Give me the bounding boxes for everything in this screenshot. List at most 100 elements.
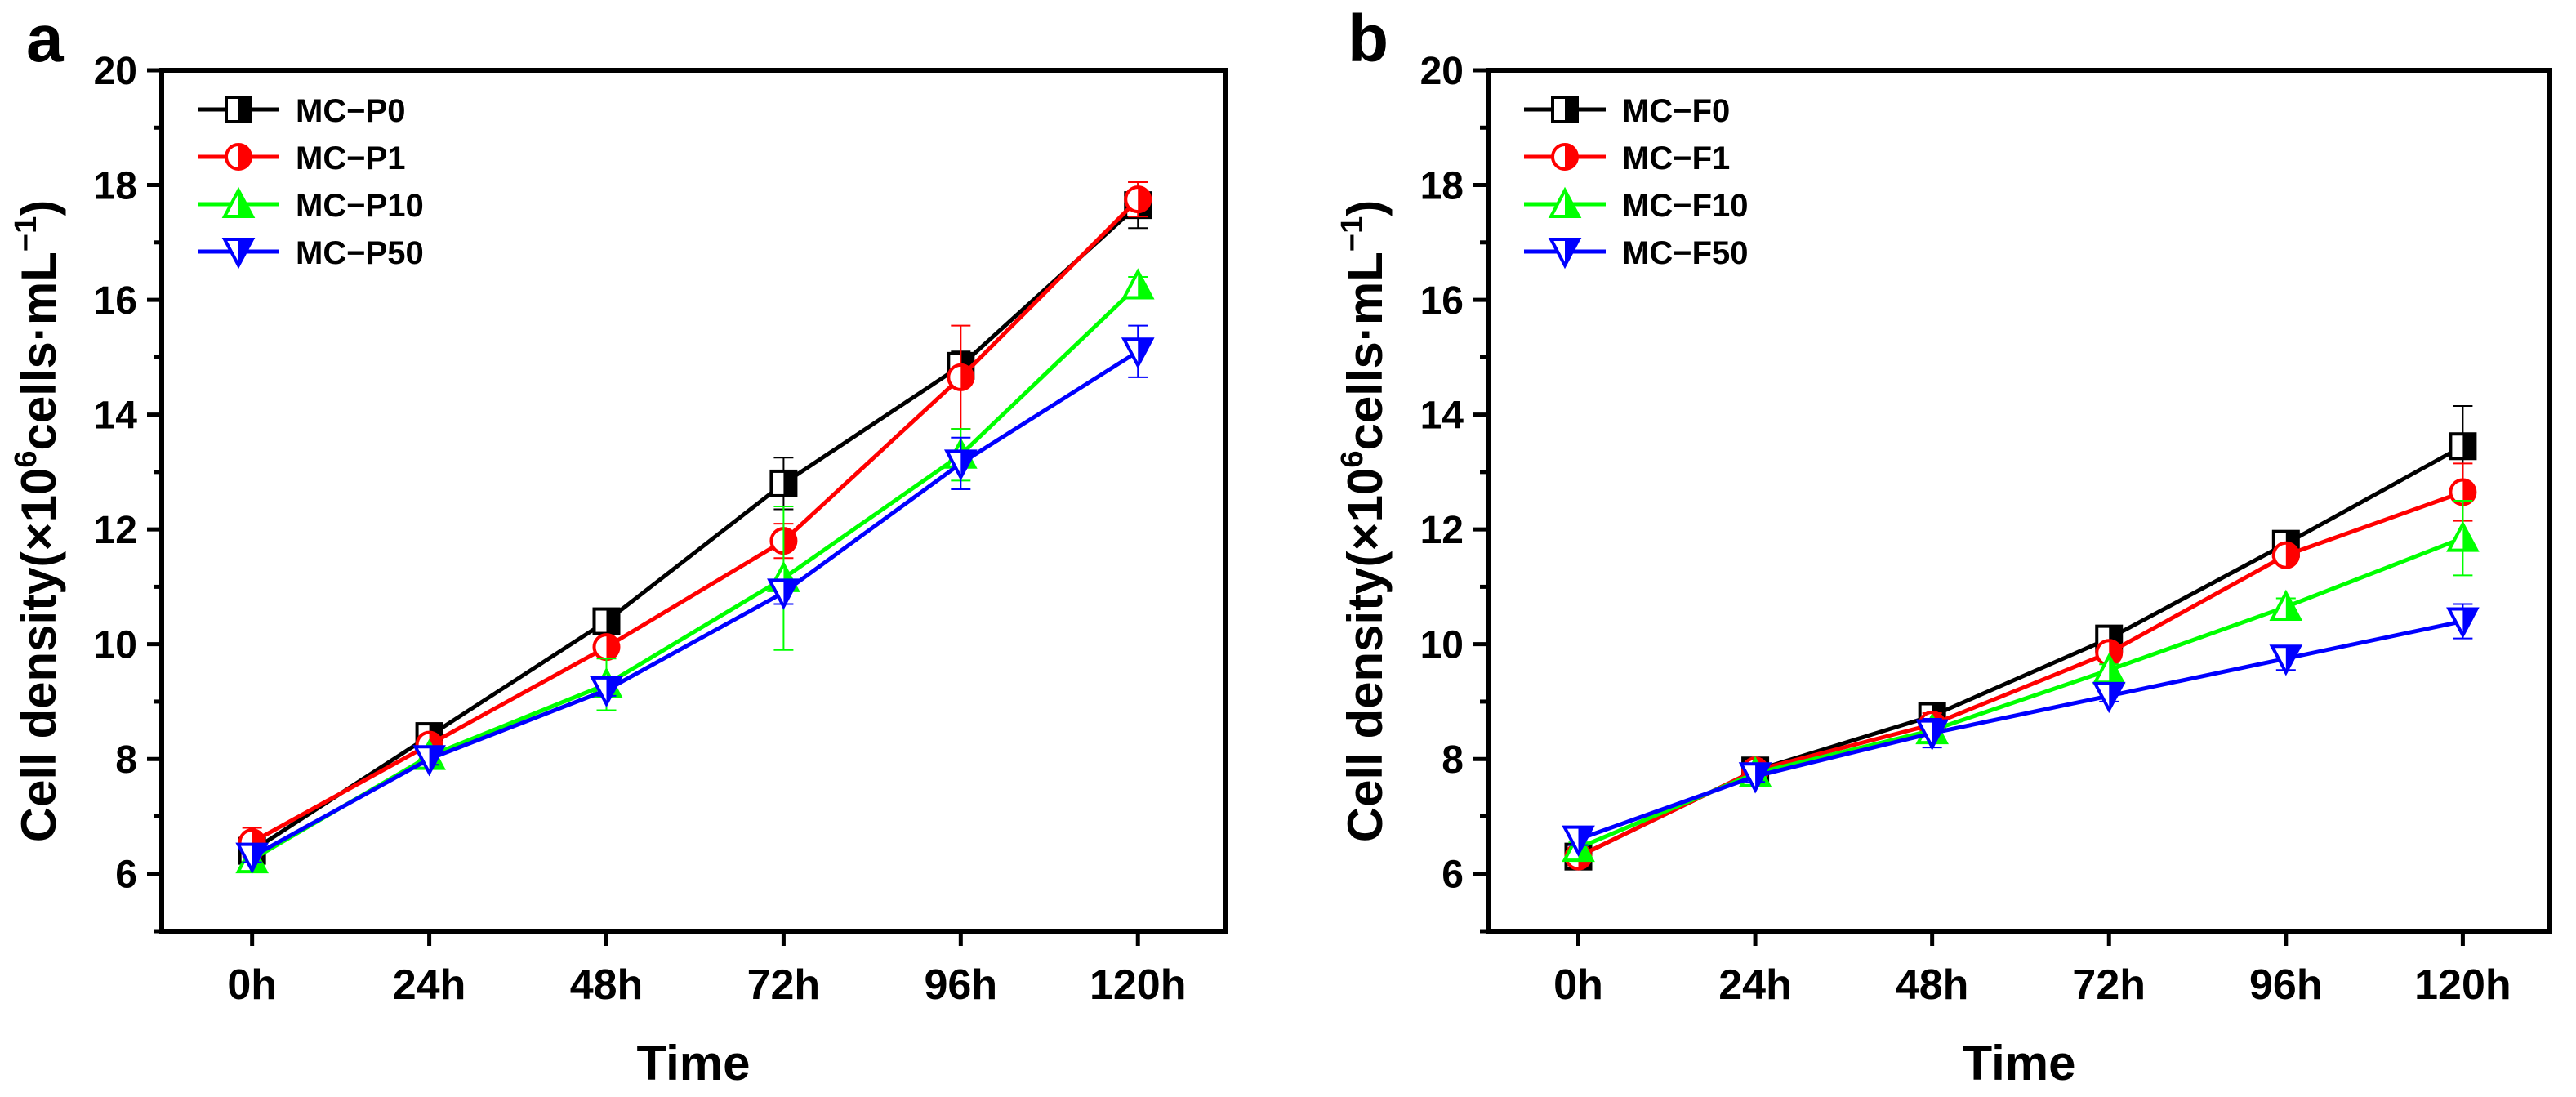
series-0 [1564, 405, 2477, 871]
data-point-half [2462, 479, 2476, 505]
x-tick-label: 120h [1090, 961, 1187, 1009]
data-point-half [1578, 827, 1593, 854]
x-axis: 0h 24h 48h 72h 96h 120h [227, 931, 1187, 1009]
legend-label: MC−P1 [296, 140, 406, 176]
y-axis-unit-exponent: 6 [1335, 451, 1370, 468]
y-tick-label: 20 [94, 50, 137, 93]
y-tick-label: 10 [1420, 624, 1464, 667]
x-tick-label: 48h [1896, 961, 1969, 1009]
series-line [251, 350, 1139, 858]
series-0 [238, 181, 1152, 865]
y-tick-label: 8 [115, 738, 137, 782]
y-axis-unit-mid: cells·mL [11, 252, 66, 450]
x-axis-label: Time [637, 1036, 751, 1090]
y-tick-label: 18 [1420, 165, 1464, 208]
legend-marker-half [238, 239, 252, 265]
series-line [251, 198, 1140, 845]
legend-label: MC−F10 [1622, 188, 1749, 224]
legend: MC−F0 MC−F1 MC−F10 MC−F50 [1524, 93, 1749, 271]
series-3 [235, 324, 1155, 874]
y-tick-label: 16 [94, 279, 137, 323]
data-point-half [1138, 187, 1151, 212]
data-point-half [429, 747, 443, 774]
legend-marker-half [238, 97, 251, 122]
x-tick-label: 72h [2072, 961, 2146, 1009]
data-point-half [783, 528, 796, 554]
legend: MC−P0 MC−P1 MC−P10 MC−P50 [198, 93, 424, 271]
y-axis-unit-suffix: ) [1338, 200, 1393, 216]
y-axis-unit-prefix: (×10 [1338, 468, 1393, 568]
data-point-half [960, 364, 974, 390]
x-tick-label: 72h [747, 961, 821, 1009]
y-axis-label: Cell density(×106cells·mL−1) [1335, 200, 1393, 842]
data-point-half [252, 844, 266, 871]
legend-marker-half [1565, 97, 1577, 122]
plot-frame [1486, 68, 2552, 934]
x-tick-label: 120h [2414, 961, 2511, 1009]
x-tick-label: 24h [393, 961, 466, 1009]
y-axis-unit-exponent2: −1 [9, 216, 43, 252]
data-point-half [1138, 339, 1152, 366]
y-axis-unit-suffix: ) [11, 200, 66, 216]
data-point-half [606, 609, 619, 634]
legend-marker-half [1565, 145, 1577, 169]
y-axis-label-text: Cell density [11, 567, 66, 842]
data-point-half [2285, 592, 2300, 619]
legend-marker-half [238, 145, 251, 169]
data-point-half [1755, 764, 1770, 791]
x-tick-label: 96h [2249, 961, 2323, 1009]
chart-panel-b: b 6 8 10 12 14 16 18 20 0h 24h 48h 72h 96h 120h Time Cel… [1335, 2, 2552, 1090]
legend-label: MC−F1 [1622, 140, 1730, 176]
series-line [251, 203, 1139, 853]
legend-label: MC−P0 [296, 93, 406, 129]
legend-label: MC−F0 [1622, 93, 1730, 129]
series-line [1577, 619, 2463, 841]
legend-marker-half [1565, 190, 1579, 216]
y-axis-unit-exponent: 6 [9, 451, 43, 468]
y-tick-label: 12 [1420, 509, 1464, 552]
y-axis: 6 8 10 12 14 16 18 20 [94, 50, 162, 934]
data-point-half [1578, 834, 1593, 861]
y-tick-label: 18 [94, 165, 137, 208]
x-axis-label: Time [1963, 1036, 2076, 1090]
x-tick-label: 0h [227, 961, 277, 1009]
y-tick-label: 8 [1442, 738, 1464, 782]
legend-marker-half [238, 190, 252, 216]
y-axis-label-text: Cell density [1338, 567, 1393, 842]
x-tick-label: 24h [1718, 961, 1792, 1009]
series-2 [1562, 500, 2480, 863]
plot-frame [159, 68, 1228, 934]
series-1 [1564, 462, 2477, 871]
y-tick-label: 20 [1420, 50, 1464, 93]
x-tick-label: 0h [1553, 961, 1603, 1009]
panel-label: a [26, 2, 65, 76]
series-line [1577, 536, 2464, 850]
data-point-half [606, 677, 621, 704]
y-tick-label: 14 [94, 395, 138, 438]
y-tick-label: 16 [1420, 279, 1464, 323]
y-axis: 6 8 10 12 14 16 18 20 [1420, 50, 1488, 934]
series-2 [235, 268, 1155, 874]
y-tick-label: 6 [1442, 854, 1464, 897]
data-point-half [2285, 542, 2298, 568]
chart-panel-a: a 6 8 10 12 14 16 18 20 0h 24h 48h 72h 96h 120h Time Cel… [9, 2, 1228, 1090]
legend-label: MC−P10 [296, 188, 424, 224]
series-line [251, 283, 1139, 862]
panel-label: b [1348, 2, 1388, 76]
y-axis-unit-exponent2: −1 [1335, 216, 1370, 252]
legend-label: MC−F50 [1622, 235, 1749, 271]
data-point-half [2462, 434, 2476, 459]
series-line [1577, 444, 2464, 858]
data-point-half [783, 580, 798, 607]
data-point-half [2462, 524, 2477, 551]
y-tick-label: 10 [94, 624, 137, 667]
y-axis-unit-prefix: (×10 [11, 468, 66, 568]
data-point-half [1138, 271, 1152, 298]
series-line [1577, 490, 2464, 858]
data-point-half [2109, 683, 2124, 710]
data-point-half [2109, 656, 2124, 683]
y-tick-label: 12 [94, 509, 137, 552]
legend-marker-half [1565, 239, 1579, 265]
series-3 [1562, 603, 2480, 857]
